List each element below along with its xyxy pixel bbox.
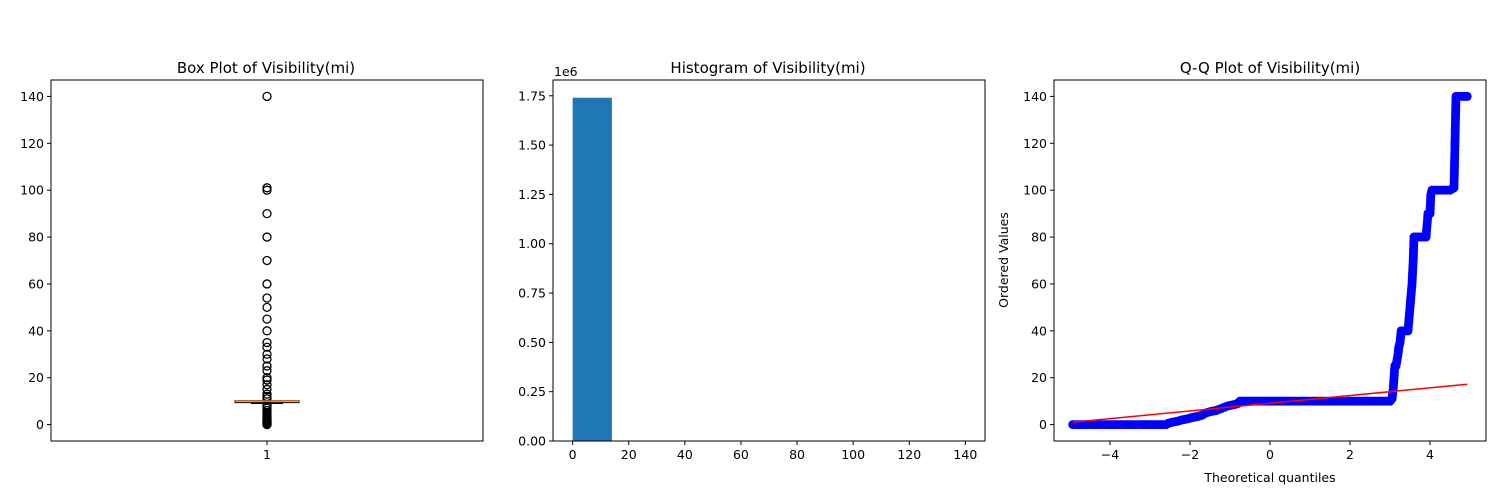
- qq-plot-x-ticks: −4 −2 0 2 4: [1101, 441, 1434, 462]
- box-plot-flier: [262, 183, 272, 193]
- box-plot-flier: [262, 208, 272, 219]
- qq-plot-y-tick-label: 100: [1023, 183, 1047, 198]
- qq-plot-x-tick-label: 0: [1266, 447, 1274, 462]
- qq-plot-y-tick-label: 80: [1031, 230, 1047, 245]
- qq-plot-y-tick-label: 60: [1031, 276, 1047, 291]
- box-plot-y-tick-label: 40: [28, 323, 44, 338]
- box-plot-flier: [262, 373, 272, 383]
- histogram-x-tick-label: 140: [953, 447, 977, 462]
- qq-plot-y-label: Ordered Values: [996, 212, 1011, 308]
- histogram-x-tick-label: 80: [789, 447, 805, 462]
- box-plot-x-ticks: 1: [263, 441, 271, 462]
- qq-plot-y-tick-label: 40: [1031, 323, 1047, 338]
- histogram-title: Histogram of Visibility(mi): [670, 59, 865, 77]
- histogram-bar: [572, 97, 612, 442]
- box-plot-y-tick-label: 140: [20, 89, 44, 104]
- histogram-axes-frame: [552, 79, 986, 442]
- histogram-x-tick-label: 100: [841, 447, 865, 462]
- box-plot-x-tick-label: 1: [263, 447, 271, 462]
- box-plot-flier: [262, 380, 272, 390]
- box-plot-panel: Box Plot of Visibility(mi) 0 20 40 60 80 100 1…: [20, 59, 484, 462]
- box-plot-flier: [262, 337, 272, 348]
- qq-plot-y-tick-label: 0: [1039, 417, 1047, 432]
- box-plot-y-tick-label: 20: [28, 370, 44, 385]
- qq-plot-y-tick-label: 120: [1023, 136, 1047, 151]
- box-plot-flier: [262, 361, 272, 371]
- qq-plot-y-tick-label: 140: [1023, 89, 1047, 104]
- box-plot-y-tick-label: 0: [36, 417, 44, 432]
- box-plot-y-tick-label: 100: [20, 183, 44, 198]
- histogram-x-ticks: 0 20 40 60 80 100 120 140: [569, 441, 977, 462]
- histogram-x-tick-label: 120: [897, 447, 921, 462]
- qq-plot-x-tick-label: −2: [1181, 447, 1199, 462]
- box-plot-flier: [262, 255, 272, 266]
- box-plot-y-tick-label: 120: [20, 136, 44, 151]
- qq-plot-x-tick-label: −4: [1101, 447, 1119, 462]
- qq-plot-axes-frame: [1053, 79, 1487, 442]
- histogram-y-tick-label: 1.00: [518, 236, 546, 251]
- histogram-y-tick-label: 1.50: [518, 138, 546, 153]
- box-plot-axes-frame: [50, 79, 484, 442]
- box-plot-y-ticks: 0 20 40 60 80 100 120 140: [20, 89, 51, 432]
- box-plot-flier: [262, 326, 272, 336]
- qq-plot-fit-line: [1072, 383, 1468, 423]
- box-plot-flier: [262, 314, 272, 324]
- histogram-bars: [572, 97, 966, 442]
- histogram-y-tick-label: 1.75: [518, 88, 546, 103]
- histogram-y-tick-label: 0.25: [518, 384, 546, 399]
- box-plot-flier: [262, 389, 272, 399]
- box-plot-marks: [234, 91, 300, 430]
- box-plot-flier: [262, 302, 272, 313]
- qq-plot-marks: [1068, 91, 1472, 430]
- qq-plot-y-ticks: 0 20 40 60 80 100 120 140: [1023, 89, 1054, 432]
- histogram-x-tick-label: 0: [569, 447, 577, 462]
- box-plot-title: Box Plot of Visibility(mi): [177, 59, 355, 77]
- histogram-y-ticks: 0.00 0.25 0.50 0.75 1.00 1.25 1.50 1.75: [518, 88, 553, 449]
- qq-plot-point: [1462, 91, 1472, 101]
- box-plot-y-tick-label: 80: [28, 230, 44, 245]
- histogram-y-tick-label: 0.00: [518, 434, 546, 449]
- box-plot-flier: [262, 366, 272, 376]
- qq-plot-x-label: Theoretical quantiles: [1203, 470, 1335, 485]
- box-plot-y-tick-label: 60: [28, 276, 44, 291]
- qq-plot-x-tick-label: 4: [1426, 447, 1434, 462]
- histogram-y-tick-label: 0.75: [518, 286, 546, 301]
- qq-plot-y-tick-label: 20: [1031, 370, 1047, 385]
- histogram-y-tick-label: 1.25: [518, 187, 546, 202]
- box-plot-flier: [262, 342, 272, 352]
- qq-plot-panel: Q-Q Plot of Visibility(mi) 0204060801001…: [996, 59, 1487, 485]
- box-plot-flier: [262, 279, 272, 289]
- histogram-y-tick-label: 0.50: [518, 335, 546, 350]
- box-plot-flier: [262, 91, 272, 102]
- qq-plot-x-tick-label: 2: [1346, 447, 1354, 462]
- histogram-x-tick-label: 20: [621, 447, 637, 462]
- box-plot-flier: [262, 293, 272, 303]
- qq-plot-title: Q-Q Plot of Visibility(mi): [1180, 59, 1360, 77]
- histogram-panel: Histogram of Visibility(mi) 1e6 0.00 0.25…: [518, 59, 986, 462]
- histogram-offset-text: 1e6: [554, 64, 578, 79]
- box-plot-flier: [262, 232, 272, 242]
- box-plot-flier: [262, 354, 272, 364]
- histogram-x-tick-label: 60: [733, 447, 749, 462]
- histogram-x-tick-label: 40: [677, 447, 693, 462]
- box-plot-flier: [262, 349, 272, 359]
- box-plot-flier: [262, 384, 272, 395]
